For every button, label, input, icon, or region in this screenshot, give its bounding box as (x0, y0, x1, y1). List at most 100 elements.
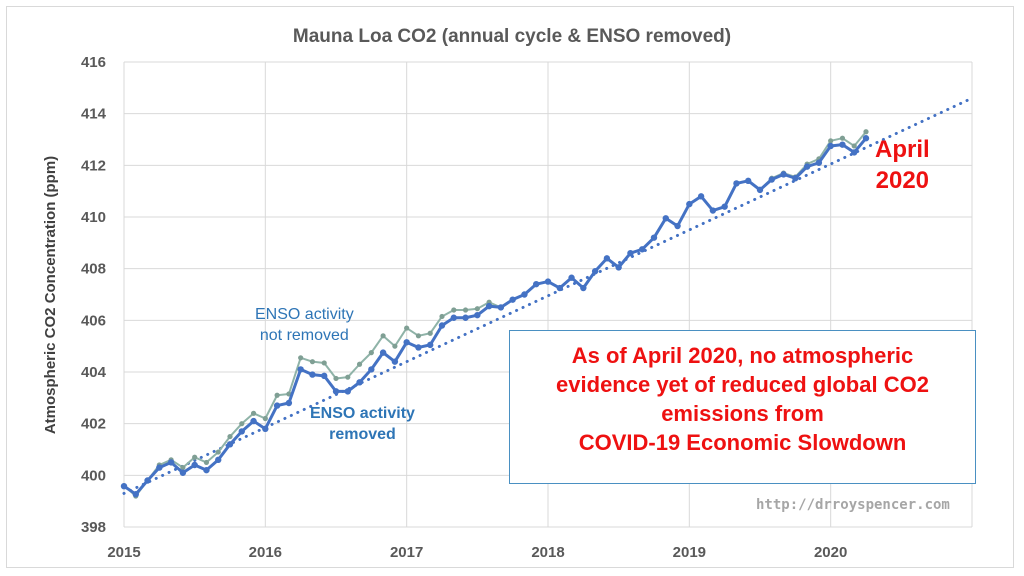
data-point (709, 207, 717, 214)
data-point (297, 366, 304, 373)
note-line: emissions from (661, 401, 824, 426)
data-point (556, 284, 563, 292)
annotation-line: ENSO activity (255, 306, 354, 323)
series-enso-removed (120, 135, 870, 498)
chart-title: Mauna Loa CO2 (annual cycle & ENSO remov… (293, 26, 731, 47)
data-point (262, 425, 269, 433)
y-tick-label: 406 (81, 312, 106, 329)
y-tick-label: 408 (81, 261, 106, 278)
data-point (285, 399, 293, 407)
y-tick-label: 412 (81, 157, 106, 174)
annotation-line: 2020 (875, 167, 930, 194)
data-point (238, 428, 245, 435)
data-point (828, 138, 834, 144)
data-point (439, 313, 445, 320)
data-point (780, 171, 787, 178)
data-point (356, 379, 363, 386)
data-point (792, 175, 799, 182)
data-point (827, 142, 834, 150)
y-tick-label: 416 (81, 54, 106, 71)
data-point (227, 433, 233, 440)
data-point (321, 372, 328, 380)
x-tick-label: 2015 (107, 544, 140, 561)
data-point (345, 374, 351, 380)
data-point (309, 371, 316, 378)
y-tick-label: 400 (81, 467, 106, 484)
data-point (815, 159, 823, 166)
data-point (544, 278, 552, 285)
data-point (674, 222, 681, 230)
data-point (474, 311, 481, 319)
data-point (697, 193, 705, 200)
data-point (686, 200, 693, 208)
data-point (862, 135, 870, 142)
data-point (391, 358, 399, 365)
data-point (662, 215, 669, 222)
annotation-line: removed (329, 426, 396, 443)
data-point (356, 361, 363, 367)
data-point (733, 180, 740, 187)
data-point (344, 388, 351, 395)
x-tick-label: 2020 (814, 544, 847, 561)
data-point (627, 249, 634, 257)
data-point (250, 417, 257, 425)
chart-frame (6, 6, 1014, 568)
data-point (803, 163, 811, 170)
annotation-line: April (875, 136, 930, 163)
data-point (509, 296, 516, 303)
x-tick-label: 2018 (531, 544, 564, 561)
annotation-removed: ENSO activity removed (310, 403, 415, 445)
y-tick-label: 404 (81, 364, 107, 381)
data-point (851, 149, 858, 156)
data-point (745, 177, 752, 185)
data-point (863, 129, 869, 135)
note-line: As of April 2020, no atmospheric (571, 343, 914, 368)
data-point (179, 469, 187, 476)
data-point (415, 333, 422, 339)
data-point (192, 454, 198, 460)
data-point (379, 349, 387, 356)
y-tick-label: 414 (81, 106, 107, 123)
data-point (368, 366, 375, 373)
data-point (333, 375, 339, 382)
annotation-april-2020: April 2020 (875, 134, 930, 196)
data-point (191, 461, 198, 469)
data-point (380, 333, 386, 339)
data-point (521, 291, 528, 298)
data-point (427, 330, 433, 336)
data-point (533, 280, 540, 288)
data-point (403, 339, 410, 346)
data-point (639, 246, 646, 253)
annotation-line: not removed (259, 327, 349, 344)
source-url: http://drroyspencer.com (756, 497, 950, 513)
data-point (144, 477, 151, 484)
data-point (203, 459, 210, 466)
data-point (451, 307, 457, 313)
data-point (250, 410, 257, 416)
data-point (167, 459, 175, 466)
data-point (321, 360, 327, 366)
data-point (309, 359, 316, 365)
data-point (591, 268, 599, 275)
data-point (721, 203, 728, 210)
data-point (274, 392, 280, 398)
data-point (215, 449, 221, 455)
data-point (239, 421, 245, 427)
data-point (226, 441, 234, 448)
data-point (298, 355, 304, 361)
data-point (851, 143, 857, 149)
data-point (603, 255, 611, 262)
y-tick-label: 410 (81, 209, 106, 226)
data-point (392, 343, 398, 349)
data-point (156, 464, 163, 471)
data-point (215, 456, 222, 464)
y-tick-label: 398 (81, 519, 106, 536)
data-point (462, 314, 469, 321)
data-point (438, 322, 446, 329)
data-point (839, 135, 846, 141)
data-point (180, 464, 186, 471)
x-tick-label: 2016 (249, 544, 282, 561)
data-point (650, 234, 658, 241)
data-point (415, 344, 422, 351)
